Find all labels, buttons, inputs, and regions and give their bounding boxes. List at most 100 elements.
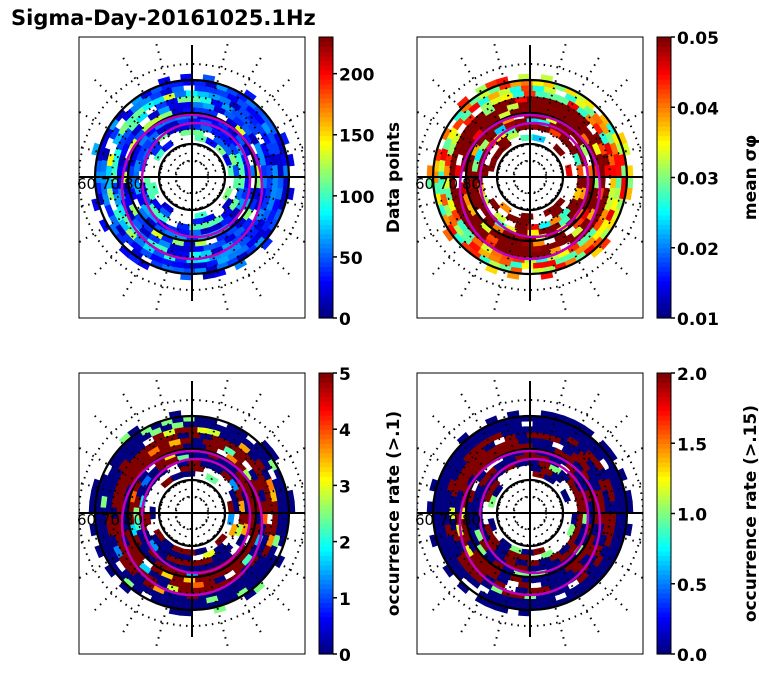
- colorbar-segment: [657, 415, 671, 421]
- colorbar-segment: [319, 574, 333, 580]
- latitude-label-80: 80: [124, 175, 143, 193]
- colorbar-segment: [319, 158, 333, 165]
- colorbar-segment: [657, 377, 671, 383]
- colorbar-label: mean σφ: [741, 135, 759, 220]
- colorbar-segment: [657, 257, 671, 263]
- heatmap-bin: [520, 598, 534, 606]
- colorbar-frame: [318, 36, 334, 319]
- colorbar-segment: [319, 275, 333, 282]
- colorbar-segment: [319, 69, 333, 76]
- colorbar-segment: [657, 79, 671, 85]
- colorbar-segment: [319, 111, 333, 118]
- colorbar-segment: [319, 415, 333, 421]
- colorbar-segment: [657, 597, 671, 604]
- colorbar-segment: [319, 271, 333, 277]
- heatmap-bin: [277, 500, 285, 514]
- colorbar-segment: [657, 289, 671, 296]
- colorbar-tick-label: 100: [339, 188, 375, 208]
- colorbar-segment: [319, 471, 333, 477]
- heatmap-bin: [520, 134, 534, 142]
- colorbar-segment: [319, 135, 333, 141]
- colorbar-segment: [319, 569, 333, 575]
- colorbar-segment: [319, 373, 333, 379]
- colorbar-segment: [657, 579, 671, 585]
- colorbar-segment: [319, 172, 333, 179]
- colorbar-segment: [319, 602, 333, 608]
- colorbar-tick-label: 150: [339, 127, 375, 147]
- colorbar-segment: [319, 560, 333, 566]
- latitude-label-70: 70: [101, 175, 120, 193]
- colorbar-segment: [657, 266, 671, 272]
- heatmap-bin: [277, 164, 285, 178]
- colorbar-segment: [657, 196, 671, 202]
- colorbar-segment: [657, 107, 671, 113]
- colorbar-segment: [319, 639, 333, 646]
- colorbar-segment: [657, 546, 671, 552]
- colorbar-segment: [319, 616, 333, 622]
- colorbar-segment: [657, 168, 671, 174]
- heatmap-bin: [188, 229, 202, 237]
- colorbar-segment: [657, 60, 671, 66]
- colorbar-segment: [657, 438, 671, 444]
- colorbar-segment: [657, 443, 671, 449]
- colorbar-segment: [657, 97, 671, 104]
- colorbar-segment: [657, 602, 671, 608]
- colorbar-segment: [657, 410, 671, 416]
- colorbar-segment: [657, 499, 671, 505]
- colorbar-tick-label: 1.5: [677, 435, 707, 455]
- colorbar-segment: [319, 177, 333, 183]
- colorbar-segment: [319, 443, 333, 449]
- colorbar-segment: [319, 289, 333, 296]
- colorbar-segment: [319, 130, 333, 136]
- colorbar-segment: [657, 644, 671, 650]
- colorbar-segment: [319, 588, 333, 594]
- colorbar-segment: [319, 476, 333, 482]
- colorbar-segment: [657, 476, 671, 482]
- latitude-label-80: 80: [462, 175, 481, 193]
- colorbar-segment: [657, 635, 671, 641]
- latitude-label-60: 60: [415, 511, 434, 529]
- colorbar-segment: [657, 401, 671, 407]
- oval-boundary-poleward: [478, 457, 590, 575]
- colorbar-segment: [657, 83, 671, 90]
- colorbar-segment: [319, 466, 333, 472]
- colorbar-tick-label: 0.05: [677, 29, 719, 49]
- colorbar-segment: [319, 144, 333, 150]
- colorbar-segment: [657, 480, 671, 486]
- colorbar-segment: [657, 649, 671, 655]
- colorbar-segment: [319, 116, 333, 122]
- colorbar-segment: [319, 424, 333, 430]
- colorbar-segment: [319, 210, 333, 216]
- colorbar-tick-label: 0.01: [677, 310, 719, 330]
- colorbar-segment: [319, 625, 333, 632]
- colorbar-segment: [657, 433, 671, 440]
- colorbar-segment: [319, 405, 333, 412]
- colorbar-segment: [319, 447, 333, 454]
- colorbar-segment: [319, 51, 333, 57]
- colorbar-tick-label: 0: [339, 310, 351, 330]
- heatmap-bin: [520, 262, 534, 270]
- colorbar-segment: [657, 238, 671, 244]
- colorbar-tick-label: 4: [339, 421, 351, 441]
- colorbar-segment: [319, 261, 333, 268]
- colorbar-tick-label: 0.03: [677, 170, 719, 190]
- colorbar-tick-label: 0.02: [677, 240, 719, 260]
- colorbar-segment: [319, 532, 333, 538]
- colorbar-segment: [657, 625, 671, 632]
- colorbar-segment: [657, 186, 671, 193]
- colorbar-segment: [657, 387, 671, 393]
- colorbar-segment: [657, 490, 671, 496]
- colorbar-segment: [657, 569, 671, 575]
- colorbar-segment: [319, 513, 333, 519]
- colorbar-tick-label: 2.0: [677, 365, 707, 385]
- colorbar-segment: [319, 65, 333, 71]
- colorbar-segment: [319, 102, 333, 108]
- colorbar-segment: [657, 224, 671, 230]
- colorbar-segment: [657, 144, 671, 150]
- colorbar-segment: [657, 494, 671, 501]
- colorbar-segment: [657, 51, 671, 57]
- heatmap-bin: [520, 84, 534, 92]
- colorbar-segment: [657, 532, 671, 538]
- colorbar-segment: [657, 182, 671, 188]
- colorbar-segment: [319, 219, 333, 225]
